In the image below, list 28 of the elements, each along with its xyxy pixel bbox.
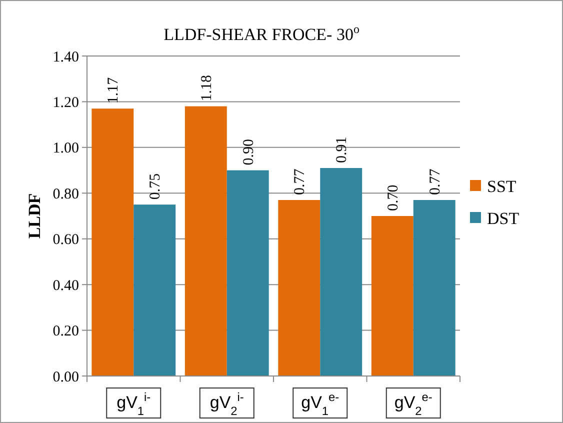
y-tick-label: 0.60: [52, 232, 79, 248]
y-tick-label: 1.00: [52, 140, 79, 157]
y-tick-label: 0.40: [52, 278, 79, 294]
bar: [371, 216, 414, 376]
y-tick-label: 0.20: [52, 324, 79, 340]
y-tick-label: 0.80: [52, 186, 79, 202]
y-tick-label: 1.40: [52, 49, 79, 66]
legend-label: DST: [487, 208, 520, 228]
y-tick-label: 1.20: [52, 94, 79, 111]
y-axis-title: LLDF: [25, 193, 44, 239]
bar: [92, 108, 134, 376]
data-label: 1.18: [198, 75, 215, 102]
data-label: 0.75: [148, 173, 164, 200]
bar: [184, 106, 227, 376]
bar: [278, 200, 320, 376]
legend-label: SST: [487, 176, 517, 196]
bar: [134, 204, 176, 376]
data-label: 0.77: [292, 168, 308, 195]
bar: [320, 168, 362, 376]
y-tick-label: 0.00: [52, 369, 79, 386]
bar: [413, 200, 456, 376]
data-label: 0.70: [385, 184, 402, 211]
data-label: 0.91: [334, 136, 350, 163]
data-label: 1.17: [106, 76, 122, 104]
data-label: 0.77: [427, 168, 444, 195]
bar: [226, 170, 269, 376]
data-label: 0.90: [240, 139, 257, 166]
chart-title: LLDF-SHEAR FROCE- 30$^{o}$: [164, 22, 360, 44]
